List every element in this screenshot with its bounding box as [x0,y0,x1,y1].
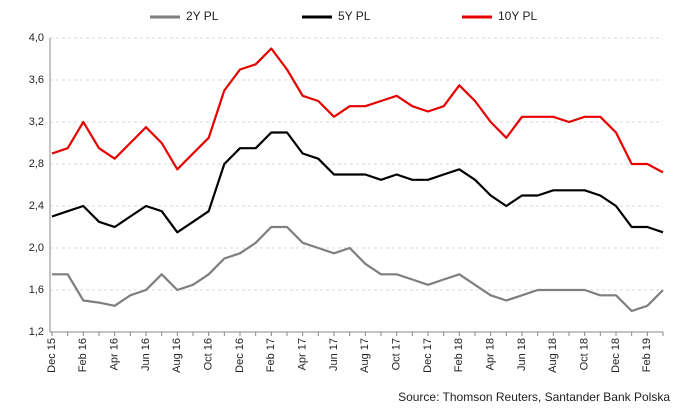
x-tick-label: Feb 18 [453,338,465,372]
x-tick-label: Dec 16 [234,338,246,373]
x-tick-label: Aug 16 [171,338,183,373]
series-line [52,225,664,313]
x-tick-label: Feb 19 [641,338,653,372]
y-tick-label: 4,0 [29,32,44,44]
x-tick-label: Dec 15 [46,338,58,373]
x-tick-label: Aug 18 [547,338,559,373]
x-tick-label: Apr 17 [297,338,309,370]
y-tick-label: 3,2 [29,116,44,128]
x-tick-label: Feb 17 [265,338,277,372]
y-tick-label: 3,6 [29,74,44,86]
legend-label: 5Y PL [338,9,371,23]
x-tick-label: Jun 16 [140,338,152,371]
x-tick-label: Feb 16 [77,338,89,372]
y-tick-label: 2,4 [29,200,44,212]
source: Source: Thomson Reuters, Santander Bank … [398,390,670,404]
y-tick-label: 2,8 [29,158,44,170]
x-tick-label: Apr 16 [109,338,121,370]
x-tick-label: Dec 18 [610,338,622,373]
x-tick-label: Oct 18 [579,338,591,370]
y-tick-label: 1,6 [29,284,44,296]
y-tick-label: 2,0 [29,242,44,254]
legend-label: 10Y PL [498,9,537,23]
x-tick-label: Apr 18 [485,338,497,370]
x-tick-label: Jun 17 [328,338,340,371]
x-tick-label: Jun 18 [516,338,528,371]
series-line [51,131,664,234]
x-tick-label: Dec 17 [422,338,434,373]
y-tick-label: 1,2 [29,326,44,338]
series-line [51,47,664,174]
legend-label: 2Y PL [186,9,219,23]
x-tick-label: Oct 17 [391,338,403,370]
x-tick-label: Oct 16 [203,338,215,370]
x-tick-label: Aug 17 [359,338,371,373]
